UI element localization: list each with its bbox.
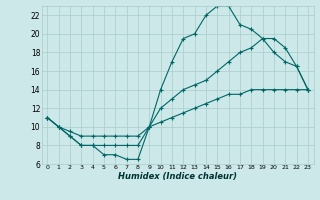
X-axis label: Humidex (Indice chaleur): Humidex (Indice chaleur) bbox=[118, 172, 237, 181]
